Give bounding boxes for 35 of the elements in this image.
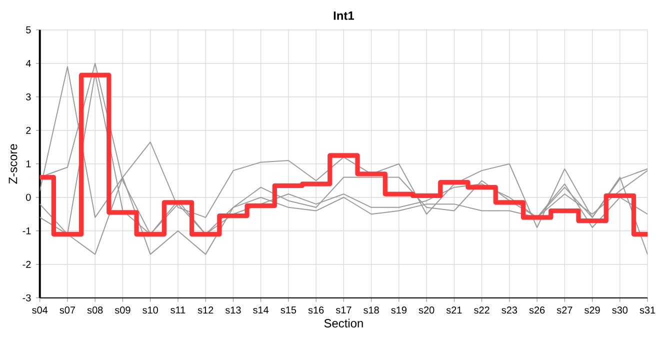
y-tick-label: -2 [22,261,31,268]
y-tick-label: 5 [26,26,31,34]
x-tick-label: s27 [556,306,572,314]
y-tick-label: 1 [26,160,31,168]
chart-title: Int1 [334,12,354,20]
x-tick-label: s20 [418,306,434,314]
x-tick-label: s11 [170,306,186,314]
x-tick-label: s17 [336,306,352,314]
x-tick-label: s30 [612,306,628,314]
x-tick-label: s15 [280,306,296,314]
x-tick-label: s12 [198,306,214,314]
y-tick-label: -3 [22,294,31,302]
y-tick-label: -1 [22,228,31,234]
x-tick-label: s26 [529,306,545,314]
x-axis-title: Section [324,318,363,328]
y-tick-label: 4 [26,60,31,67]
x-tick-label: s22 [474,306,490,314]
x-tick-label: s18 [364,306,379,314]
x-tick-label: s08 [87,306,103,314]
x-tick-label: s29 [584,306,600,314]
x-tick-label: s31 [640,306,656,314]
x-tick-label: s09 [114,306,130,314]
x-tick-label: s16 [308,306,324,314]
y-tick-label: 2 [26,127,31,134]
y-tick-label: 3 [26,94,31,101]
x-tick-label: s07 [60,306,76,314]
y-tick-label: 0 [26,194,31,202]
y-axis-title: Z-score [8,144,18,184]
x-tick-label: s23 [502,306,518,314]
x-tick-label: s04 [32,306,48,314]
x-tick-label: s14 [253,306,269,314]
x-tick-label: s13 [225,306,241,314]
x-tick-label: s21 [446,306,462,314]
x-tick-label: s10 [142,306,158,314]
x-tick-label: s19 [391,306,406,314]
